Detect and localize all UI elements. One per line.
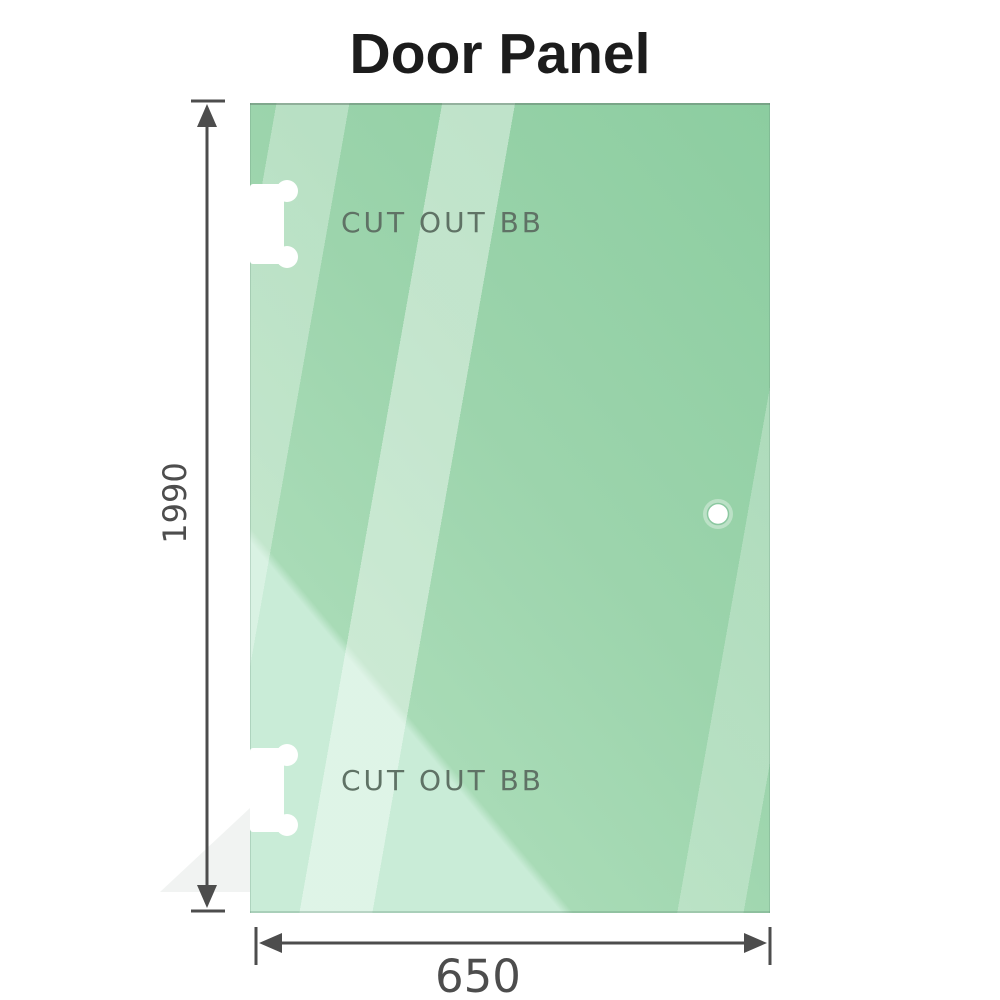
- cutout-label-top: CUT OUT BB: [341, 206, 545, 239]
- glass-panel: [250, 103, 770, 913]
- page-title: Door Panel: [349, 22, 651, 86]
- width-dimension-arrow: [254, 927, 772, 965]
- hinge-cutout-bottom: [250, 744, 298, 836]
- hinge-cutout-top: [250, 180, 298, 268]
- height-dimension-arrow: [191, 99, 225, 913]
- handle-hole: [703, 499, 733, 529]
- height-dimension-label: 1990: [156, 462, 194, 544]
- cutout-label-bottom: CUT OUT BB: [341, 764, 545, 797]
- background-reflection-wedge: [160, 808, 250, 892]
- width-dimension-label: 650: [435, 950, 521, 1000]
